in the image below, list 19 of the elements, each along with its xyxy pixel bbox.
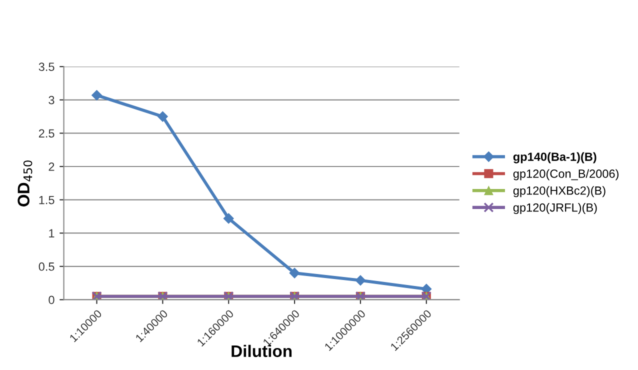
legend-label: gp120(JRFL)(B) xyxy=(513,203,597,214)
y-tick-label: 2 xyxy=(48,162,54,171)
legend-label: gp120(Con_B/2006) xyxy=(513,169,618,180)
y-tick-label: 0.5 xyxy=(38,262,54,271)
x-axis-title: Dilution xyxy=(232,344,292,358)
y-tick-label: 2.5 xyxy=(38,129,54,138)
point xyxy=(223,213,234,224)
point xyxy=(92,90,102,100)
legend-label: gp120(HXBc2)(B) xyxy=(513,186,606,198)
legend-label: gp140(Ba-1)(B) xyxy=(513,152,596,164)
point xyxy=(289,268,300,278)
y-tick-label: 3 xyxy=(48,96,54,104)
y-tick-label: 1 xyxy=(49,229,54,238)
point xyxy=(157,111,168,122)
y-tick-label: 0 xyxy=(48,296,54,304)
point xyxy=(355,275,366,286)
y-tick-label: 3.5 xyxy=(38,62,54,71)
y-tick-label: 1.5 xyxy=(39,196,54,204)
y-axis-title: OD$_{450}$ xyxy=(18,160,32,206)
